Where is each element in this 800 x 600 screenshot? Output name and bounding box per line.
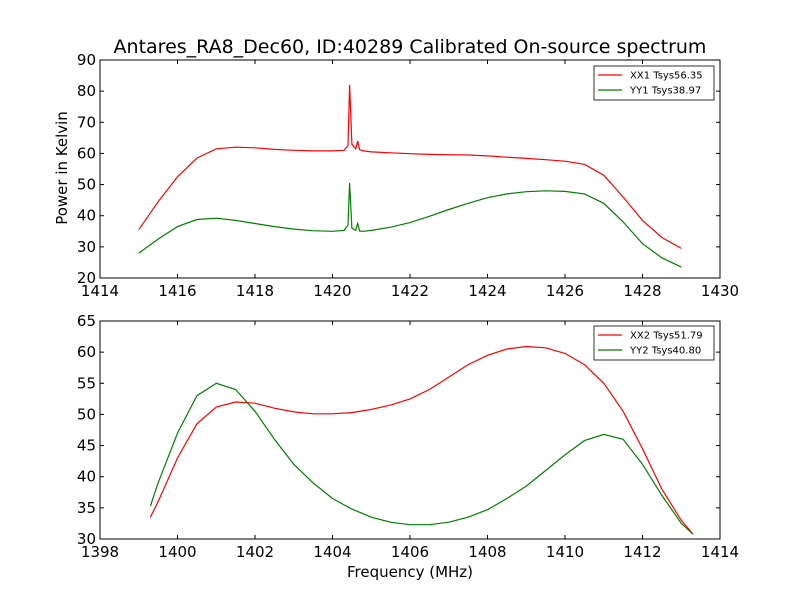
x-tick-label: 1426: [546, 282, 584, 300]
bottom-x-axis-label: Frequency (MHz): [347, 563, 473, 581]
x-tick-label: 1428: [623, 282, 661, 300]
x-tick-label: 1418: [236, 282, 274, 300]
y-tick-label: 90: [77, 51, 96, 69]
chart-title: Antares_RA8_Dec60, ID:40289 Calibrated O…: [114, 36, 707, 58]
x-tick-label: 1404: [313, 543, 351, 561]
x-tick-label: 1412: [623, 543, 661, 561]
x-tick-label: 1430: [701, 282, 739, 300]
bottom-panel: 1398 1400 1402 1404 1406 1408 1410 1412 1414 30 35…: [77, 312, 739, 561]
x-tick-label: 1400: [158, 543, 196, 561]
y-tick-label: 60: [77, 144, 96, 162]
x-tick-label: 1398: [81, 543, 119, 561]
y-tick-label: 30: [77, 530, 96, 548]
x-tick-label: 1420: [313, 282, 351, 300]
top-panel: 1414 1416 1418 1420 1422 1424 1426 1428 1430 20 30…: [77, 51, 739, 300]
x-tick-label: 1414: [701, 543, 739, 561]
legend: XX1 Tsys56.35 YY1 Tsys38.97: [593, 65, 715, 101]
y-tick-label: 60: [77, 343, 96, 361]
y-tick-label: 65: [77, 312, 96, 330]
y-tick-label: 35: [77, 499, 96, 517]
x-tick-label: 1406: [391, 543, 429, 561]
y-tick-label: 80: [77, 82, 96, 100]
legend-box: [593, 65, 715, 101]
series-line-1: [149, 345, 694, 535]
y-tick-label: 70: [77, 113, 96, 131]
y-tick-label: 45: [77, 437, 96, 455]
top-y-axis-label: Power in Kelvin: [53, 111, 71, 225]
series-line-2: [138, 182, 682, 268]
y-tick-label: 55: [77, 374, 96, 392]
legend-entry: YY1 Tsys38.97: [629, 86, 701, 97]
x-tick-label: 1402: [236, 543, 274, 561]
x-tick-label: 1416: [158, 282, 196, 300]
x-tick-label: 1424: [468, 282, 506, 300]
y-tick-label: 30: [77, 238, 96, 256]
series-line-2: [149, 382, 694, 535]
y-tick-label: 40: [77, 468, 96, 486]
x-tick-label: 1410: [546, 543, 584, 561]
y-tick-label: 50: [77, 176, 96, 194]
series-line-1: [138, 84, 682, 249]
x-tick-label: 1408: [468, 543, 506, 561]
legend-box: [593, 325, 715, 361]
legend-entry: XX1 Tsys56.35: [630, 71, 703, 82]
x-tick-label: 1414: [81, 282, 119, 300]
legend-entry: XX2 Tsys51.79: [630, 331, 703, 342]
y-tick-label: 40: [77, 207, 96, 225]
x-tick-label: 1422: [391, 282, 429, 300]
y-tick-label: 50: [77, 405, 96, 423]
legend: XX2 Tsys51.79 YY2 Tsys40.80: [593, 325, 715, 361]
legend-entry: YY2 Tsys40.80: [629, 346, 701, 357]
y-tick-label: 20: [77, 269, 96, 287]
